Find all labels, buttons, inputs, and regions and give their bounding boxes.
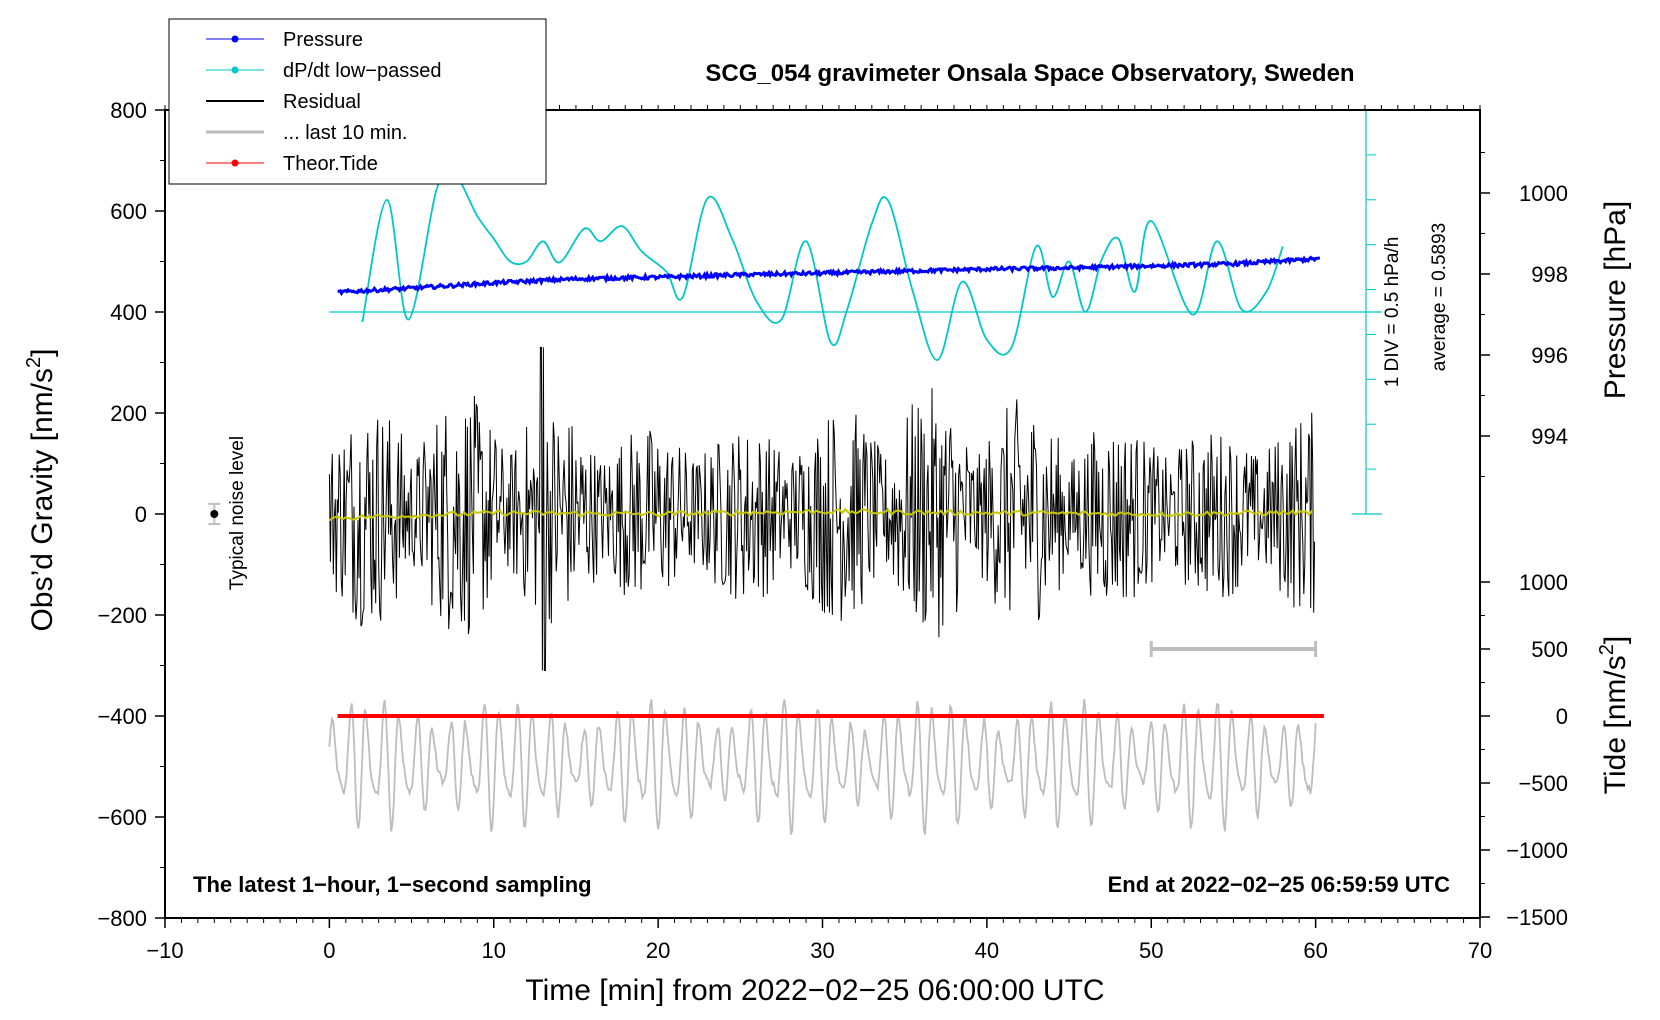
- annotation-sampling: The latest 1−hour, 1−second sampling: [193, 872, 592, 897]
- y-tick-label-tide-4: −1000: [1506, 838, 1568, 863]
- residual-trend-trace: [328, 507, 1314, 522]
- x-tick-label-5: 40: [975, 938, 999, 963]
- x-tick-label-0: −10: [146, 938, 183, 963]
- last10-trace: [328, 699, 1317, 835]
- y-tick-label-gravity-8: −800: [97, 906, 147, 931]
- dpdt-division-label: 1 DIV = 0.5 hPa/h: [1382, 237, 1403, 388]
- y-tick-label-pressure-0: 1000: [1519, 181, 1568, 206]
- y-tick-label-gravity-1: 600: [110, 199, 147, 224]
- legend-marker-pressure: [231, 35, 239, 43]
- legend-label-tide: Theor.Tide: [283, 153, 378, 175]
- x-axis-label: Time [min] from 2022−02−25 06:00:00 UTC: [525, 974, 1104, 1007]
- x-tick-label-8: 70: [1468, 938, 1492, 963]
- y-tick-label-pressure-2: 996: [1531, 343, 1568, 368]
- y-tick-label-tide-2: 0: [1556, 704, 1568, 729]
- y-axis-label-pressure: Pressure [hPa]: [1599, 201, 1632, 399]
- y-tick-label-gravity-2: 400: [110, 300, 147, 325]
- x-tick-label-3: 20: [646, 938, 670, 963]
- y-axis-label-gravity-main: Obs’d Gravity [nm/s: [26, 368, 59, 631]
- y-tick-label-gravity-6: −400: [97, 704, 147, 729]
- x-tick-label-1: 0: [323, 938, 335, 963]
- y-tick-label-tide-1: 500: [1531, 637, 1568, 662]
- pressure-trace: [337, 255, 1321, 297]
- y-tick-label-tide-0: 1000: [1519, 570, 1568, 595]
- y-tick-label-tide-5: −1500: [1506, 905, 1568, 930]
- annotation-end-time: End at 2022−02−25 06:59:59 UTC: [1108, 872, 1451, 897]
- axis-ticks: −10 0 10 20 30 40 50 60 70 800 600 400 200 0 −200 −400 −…: [97, 98, 1568, 963]
- y-axis-label-tide-main: Tide [nm/s: [1599, 655, 1632, 794]
- legend-entry-dpdt: dP/dt low−passed: [206, 60, 441, 82]
- y-tick-label-gravity-5: −200: [97, 603, 147, 628]
- legend-label-residual: Residual: [283, 91, 361, 113]
- legend-entry-residual: Residual: [206, 91, 361, 113]
- dpdt-average-label: average = 0.5893: [1429, 223, 1450, 371]
- x-tick-label-7: 60: [1303, 938, 1327, 963]
- legend-entry-tide: Theor.Tide: [206, 153, 378, 175]
- y-axis-label-gravity-end: ]: [26, 349, 59, 357]
- y-tick-label-gravity-7: −600: [97, 805, 147, 830]
- y-axis-label-tide-end: ]: [1599, 636, 1632, 644]
- legend-label-pressure: Pressure: [283, 29, 363, 51]
- x-tick-label-4: 30: [810, 938, 834, 963]
- y-axis-label-gravity-sup: 2: [23, 357, 45, 368]
- data-layer: [208, 109, 1382, 835]
- legend-marker-tide: [231, 159, 239, 167]
- x-tick-label-6: 50: [1139, 938, 1163, 963]
- y-tick-label-gravity-4: 0: [135, 502, 147, 527]
- y-tick-label-gravity-0: 800: [110, 98, 147, 123]
- chart-title: SCG_054 gravimeter Onsala Space Observat…: [705, 60, 1354, 87]
- y-tick-label-tide-3: −500: [1518, 771, 1568, 796]
- legend: Pressure dP/dt low−passed Residual ... l…: [168, 18, 547, 185]
- dpdt-trace: [361, 167, 1284, 361]
- x-tick-label-2: 10: [482, 938, 506, 963]
- legend-entry-pressure: Pressure: [206, 29, 363, 51]
- y-tick-label-pressure-1: 998: [1531, 262, 1568, 287]
- residual-trace: [328, 346, 1316, 671]
- y-tick-label-gravity-3: 200: [110, 401, 147, 426]
- y-tick-label-pressure-3: 994: [1531, 424, 1568, 449]
- legend-label-dpdt: dP/dt low−passed: [283, 60, 441, 82]
- y-axis-label-gravity: Obs’d Gravity [nm/s2]: [23, 349, 59, 632]
- legend-label-last10: ... last 10 min.: [283, 122, 408, 144]
- y-axis-label-tide: Tide [nm/s2]: [1596, 636, 1632, 794]
- y-axis-label-tide-sup: 2: [1596, 644, 1618, 655]
- legend-entry-last10: ... last 10 min.: [206, 122, 408, 144]
- noise-level-label: Typical noise level: [227, 436, 248, 590]
- legend-marker-dpdt: [231, 66, 239, 74]
- noise-point: [210, 510, 219, 518]
